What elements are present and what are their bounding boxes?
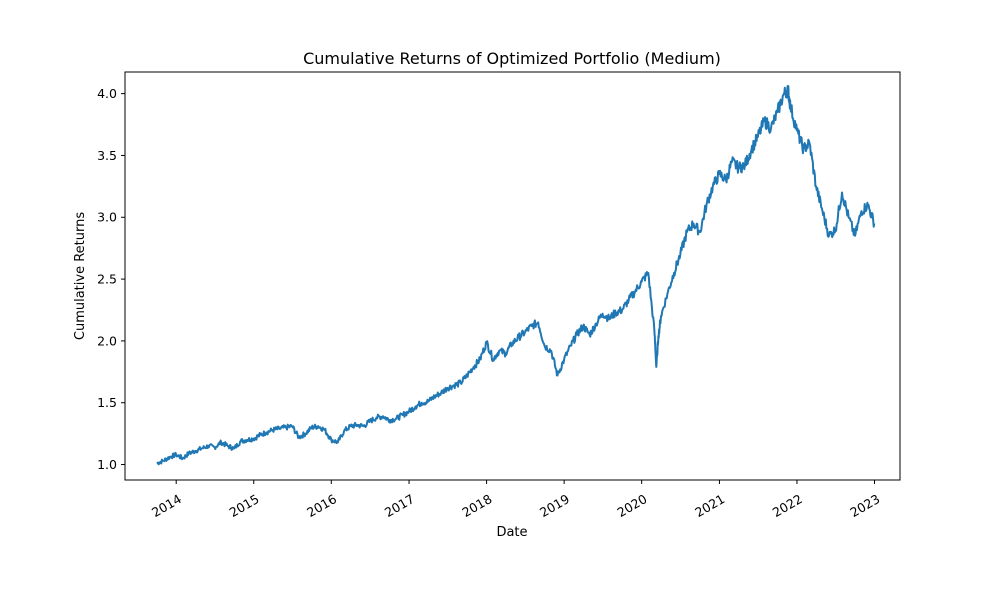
series-line-cumulative-returns: [156, 85, 876, 466]
plot-area: [124, 71, 901, 481]
y-tick-label: 4.0: [97, 86, 117, 101]
y-tick-label: 2.0: [97, 333, 117, 348]
axes-frame: [124, 71, 901, 481]
y-tick-label: 3.0: [97, 210, 117, 225]
y-tick-label: 3.5: [97, 148, 117, 163]
y-tick-label: 1.5: [97, 395, 117, 410]
y-axis: 1.0 1.5 2.0 2.5 3.0 3.5 4.0: [97, 86, 125, 472]
y-tick-label: 1.0: [97, 457, 117, 472]
x-axis-label: Date: [496, 525, 527, 540]
y-axis-label: Cumulative Returns: [73, 212, 88, 340]
chart-title: Cumulative Returns of Optimized Portfoli…: [303, 49, 721, 68]
y-tick-label: 2.5: [97, 271, 117, 286]
